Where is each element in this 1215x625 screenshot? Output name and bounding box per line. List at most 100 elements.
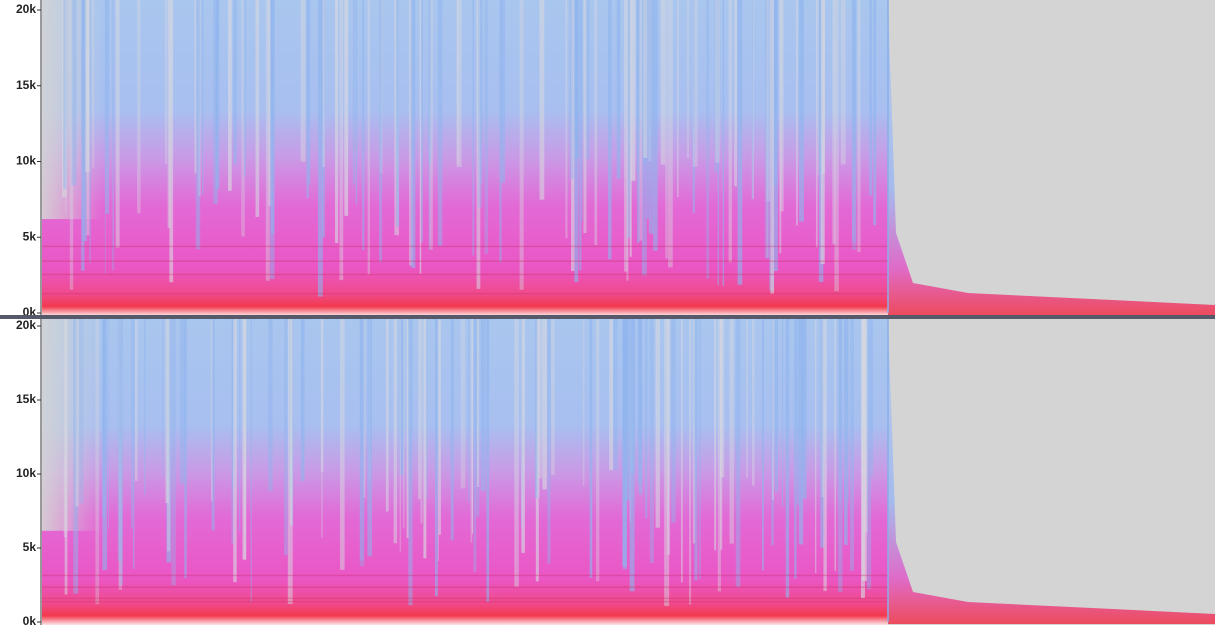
streak [271, 0, 275, 235]
streak [479, 0, 483, 184]
streak [681, 318, 683, 583]
ruler [0, 318, 42, 625]
streak [609, 318, 614, 471]
channel-separator [0, 315, 1215, 319]
streak [717, 318, 721, 592]
streak [834, 318, 837, 572]
streak [300, 0, 306, 162]
streak [420, 318, 423, 524]
streak [104, 0, 106, 275]
streak [64, 318, 68, 595]
streak [582, 318, 585, 487]
streak [720, 318, 723, 550]
streak [781, 318, 784, 507]
streak [180, 318, 185, 484]
streak [211, 318, 213, 501]
streak [355, 0, 358, 205]
streak [852, 0, 857, 250]
y-tick-label: 5k [23, 540, 37, 554]
streak [638, 318, 643, 495]
streak [321, 318, 323, 538]
streak [362, 0, 365, 251]
streak [873, 0, 877, 226]
streak [581, 0, 583, 221]
streak [774, 318, 779, 492]
streak [655, 318, 660, 528]
streak [71, 0, 77, 186]
streak [242, 318, 246, 560]
streak [666, 318, 671, 555]
streak [450, 318, 454, 541]
streak [162, 318, 164, 479]
streak [694, 318, 698, 581]
streak [367, 318, 373, 557]
streak [211, 318, 215, 531]
streak [169, 0, 174, 283]
streak [75, 318, 79, 507]
streak [428, 0, 432, 164]
streak [131, 318, 133, 529]
streak [167, 318, 171, 552]
streak [840, 0, 846, 165]
streak [574, 0, 579, 159]
streak [834, 0, 839, 292]
streak [472, 0, 475, 256]
ruler [0, 0, 42, 317]
streak [471, 318, 473, 534]
streak [861, 318, 867, 581]
y-tick-label: 20k [16, 318, 36, 332]
streak [798, 318, 804, 545]
streak [117, 318, 123, 561]
streak [751, 0, 754, 200]
streak [322, 0, 325, 167]
streak [772, 0, 777, 186]
streak [539, 0, 545, 200]
streak [773, 0, 778, 272]
streak [231, 318, 235, 544]
streak [385, 318, 389, 512]
streak [629, 0, 632, 257]
streak [637, 0, 640, 243]
streak [728, 0, 732, 263]
streak [815, 318, 817, 574]
streak [762, 318, 764, 571]
streak [799, 0, 804, 222]
streak [847, 318, 849, 503]
streak [629, 318, 635, 592]
streak [584, 0, 590, 160]
streak [671, 318, 676, 523]
streak [746, 318, 749, 478]
streak [478, 0, 483, 208]
streak [857, 0, 861, 253]
streak [134, 318, 138, 481]
streak [255, 0, 260, 217]
streak [625, 318, 630, 501]
streak [352, 0, 356, 185]
streak [770, 0, 774, 295]
streak [794, 318, 797, 579]
streak [734, 0, 737, 187]
streak [595, 318, 600, 582]
streak [722, 0, 725, 287]
streak [268, 318, 273, 491]
y-tick-label: 15k [16, 392, 36, 406]
band [42, 574, 888, 577]
streak [81, 0, 85, 271]
streak [367, 0, 370, 275]
streak [796, 0, 798, 226]
streak [594, 0, 598, 245]
streak [102, 318, 106, 519]
streak [378, 0, 383, 263]
band [42, 273, 888, 276]
streak [92, 0, 94, 168]
streak [484, 0, 489, 254]
y-tick-label: 10k [16, 154, 36, 168]
streak [486, 318, 490, 602]
streak [832, 0, 836, 245]
streak [118, 318, 123, 590]
streak [706, 0, 710, 279]
streak [171, 318, 176, 586]
streak [616, 0, 621, 179]
streak [547, 318, 551, 564]
